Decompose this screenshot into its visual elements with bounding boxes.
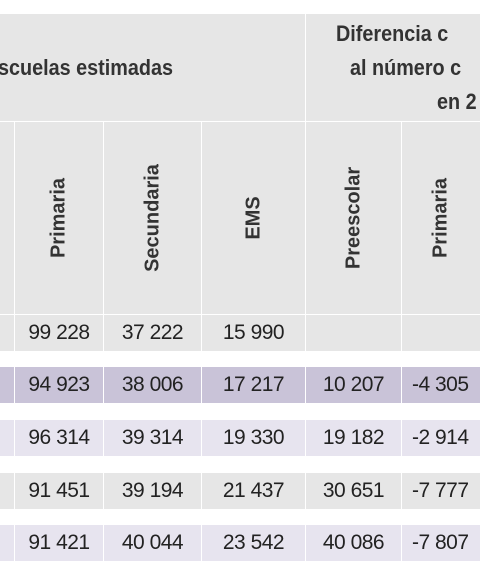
column-header-secundaria: Secundaria (104, 122, 201, 314)
cell-ems: 19 330 (222, 426, 285, 449)
column-separator (103, 122, 104, 562)
cell-ems: 15 990 (222, 321, 285, 344)
column-label-primaria-diff: Primaria (429, 177, 452, 259)
header-divider (305, 14, 306, 121)
column-label-secundaria: Secundaria (141, 164, 163, 272)
table-row: 91 421 40 044 23 542 40 086 -7 807 (0, 525, 480, 561)
cell-preescolar-diff (306, 315, 401, 351)
column-header-primaria: Primaria (15, 122, 103, 314)
cell-ems: 17 217 (222, 373, 285, 396)
cell-primaria-diff: -7 807 (412, 531, 469, 554)
cell-primaria: 99 228 (28, 321, 90, 344)
column-header-partial (0, 122, 14, 314)
column-header-ems: EMS (202, 122, 305, 314)
table-row: 94 923 38 006 17 217 10 207 -4 305 (0, 367, 480, 403)
cell-primaria: 96 314 (28, 426, 90, 449)
column-separator (201, 122, 202, 562)
cell-preescolar-diff: 10 207 (322, 373, 385, 396)
cell-primaria-diff: -2 914 (412, 426, 469, 449)
cell-secundaria: 39 194 (121, 479, 184, 502)
cell-preescolar-diff: 30 651 (322, 479, 385, 502)
table-row: 91 451 39 194 21 437 30 651 -7 777 (0, 473, 480, 509)
cell-secundaria: 38 006 (121, 373, 184, 396)
cell-secundaria: 40 044 (121, 531, 184, 554)
column-header-preescolar-diff: Preescolar (306, 122, 401, 314)
column-label-primaria: Primaria (47, 177, 70, 259)
column-label-preescolar-diff: Preescolar (342, 166, 364, 270)
cell-secundaria: 37 222 (121, 321, 184, 344)
cell-preescolar-diff: 19 182 (322, 426, 385, 449)
column-separator (14, 122, 15, 562)
cell-primaria: 91 421 (28, 531, 90, 554)
cell-primaria: 91 451 (28, 479, 90, 502)
cell-ems: 21 437 (222, 479, 285, 502)
group-title-estimated-schools: scuelas estimadas (0, 55, 174, 80)
group-title-difference-line3: en 2 (437, 89, 477, 114)
column-header-primaria-diff: Primaria (402, 122, 480, 314)
group-title-difference-line2: al número c (350, 55, 462, 80)
cell-primaria-diff: -4 305 (412, 373, 469, 396)
group-header-difference (306, 14, 480, 122)
cell-primaria-diff (402, 315, 480, 351)
group-title-difference-line1: Diferencia c (336, 21, 449, 46)
cell-ems: 23 542 (222, 531, 285, 554)
table-row: 99 228 37 222 15 990 (0, 315, 480, 351)
cell-secundaria: 39 314 (121, 426, 184, 449)
cell-primaria-diff: -7 777 (412, 479, 469, 502)
cell-primaria: 94 923 (28, 373, 90, 396)
group-header-estimated-schools (0, 14, 305, 122)
column-separator (401, 122, 402, 562)
cell-preescolar-diff: 40 086 (322, 531, 385, 554)
column-separator (305, 122, 306, 562)
column-label-ems: EMS (242, 196, 264, 240)
table-row: 96 314 39 314 19 330 19 182 -2 914 (0, 420, 480, 456)
